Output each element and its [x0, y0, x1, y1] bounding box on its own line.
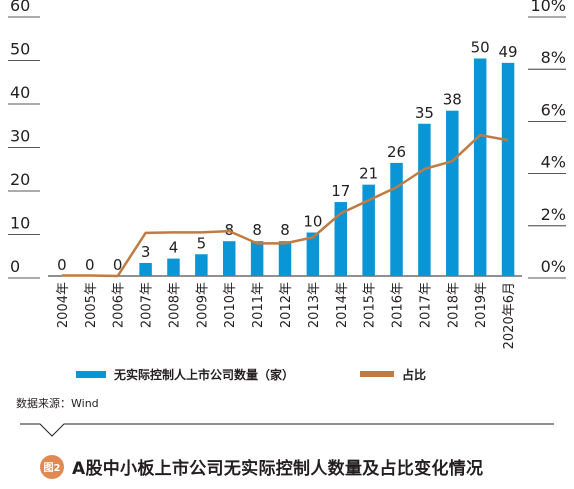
bar: [139, 262, 152, 276]
legend-line-label: 占比: [402, 367, 426, 382]
bar: [250, 241, 264, 276]
bar-value-label: 26: [387, 143, 406, 161]
right-axis-tick-label: 2%: [541, 205, 566, 224]
bar: [306, 232, 320, 276]
data-source: 数据来源：Wind: [16, 397, 99, 410]
bar-value-label: 17: [331, 182, 350, 200]
bar: [334, 202, 348, 276]
bar: [501, 62, 515, 276]
bar: [362, 184, 375, 276]
left-axis-tick-label: 20: [10, 170, 30, 189]
right-axis-tick-label: 0%: [541, 257, 566, 276]
right-axis-tick-label: 6%: [541, 100, 566, 119]
x-axis-category-label: 2017年: [418, 282, 433, 328]
legend-line-swatch: [360, 371, 394, 377]
bar-value-label: 10: [303, 213, 322, 231]
x-axis-category-label: 2016年: [391, 282, 406, 328]
x-axis-category-label: 2005年: [84, 282, 99, 328]
x-axis-category-label: 2010年: [223, 282, 238, 328]
bar-value-label: 21: [359, 165, 378, 183]
x-axis-category-label: 2007年: [140, 282, 155, 328]
bar-value-label: 8: [252, 221, 262, 239]
x-axis-category-label: 2009年: [195, 282, 210, 328]
x-axis-category-label: 2015年: [363, 282, 378, 328]
bar-value-label: 3: [141, 243, 151, 261]
right-axis-tick-label: 8%: [541, 48, 566, 67]
x-axis-category-label: 2013年: [307, 282, 322, 328]
left-axis-tick-label: 10: [10, 214, 30, 233]
legend-bar-label: 无实际控制人上市公司数量（家）: [113, 367, 294, 382]
bar-value-label: 0: [113, 256, 123, 274]
divider-line: [20, 423, 554, 437]
left-axis-tick-label: 60: [10, 0, 30, 15]
bar: [446, 110, 459, 276]
share-line: [61, 133, 509, 278]
x-axis-category-label: 2004年: [56, 282, 71, 328]
bar: [390, 162, 403, 276]
x-axis-category-label: 2012年: [279, 282, 294, 328]
x-axis-category-label: 2014年: [335, 282, 350, 328]
left-axis-tick-label: 50: [10, 40, 30, 59]
bar-value-label: 38: [443, 91, 462, 109]
x-axis-category-label: 2018年: [446, 282, 461, 328]
bar-value-label: 50: [471, 39, 490, 57]
bar: [167, 258, 180, 276]
bar: [473, 58, 487, 276]
bar-value-label: 8: [280, 221, 290, 239]
x-axis-category-label: 2019年: [474, 282, 489, 328]
bar: [195, 254, 208, 276]
left-axis-tick-label: 30: [10, 127, 30, 146]
x-axis-category-label: 2008年: [167, 282, 182, 328]
bar-value-label: 0: [85, 256, 95, 274]
figure-number-badge: 图2: [40, 454, 64, 479]
figure-caption: 图2 A股中小板上市公司无实际控制人数量及占比变化情况: [40, 454, 483, 479]
bar-value-label: 35: [415, 104, 434, 122]
bar-value-label: 0: [57, 256, 67, 274]
bar: [418, 123, 431, 276]
x-axis-category-label: 2006年: [112, 282, 127, 328]
x-axis-category-label: 2011年: [251, 282, 266, 328]
bar: [222, 241, 236, 276]
bar-value-label: 5: [197, 234, 207, 252]
left-axis-tick-label: 0: [10, 257, 20, 276]
bar-value-label: 49: [499, 43, 518, 61]
bar-value-label: 4: [169, 239, 179, 257]
left-axis-tick-label: 40: [10, 83, 30, 102]
right-axis-tick-label: 4%: [541, 153, 566, 172]
figure-title: A股中小板上市公司无实际控制人数量及占比变化情况: [72, 459, 484, 479]
bar: [278, 241, 292, 276]
legend-bar-swatch: [76, 371, 106, 378]
x-axis-category-label: 2020年6月: [502, 282, 517, 349]
right-axis-tick-label: 10%: [530, 0, 566, 15]
